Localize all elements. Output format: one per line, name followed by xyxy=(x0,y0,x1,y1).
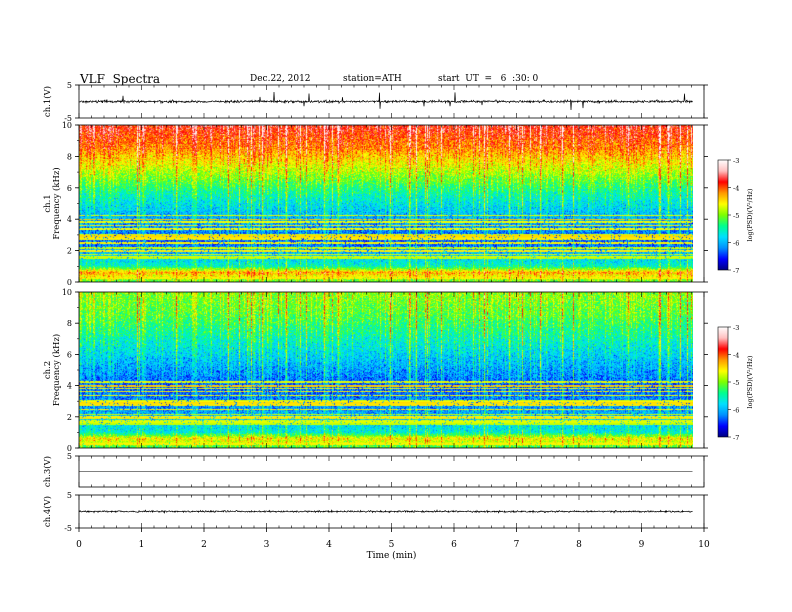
x-tick-label: 6 xyxy=(451,540,457,550)
x-tick-label: 0 xyxy=(76,540,82,550)
colorbar-tick-label: -7 xyxy=(733,434,739,442)
colorbar-tick-label: -6 xyxy=(733,240,739,248)
y-tick-label: 2 xyxy=(67,247,72,256)
y-tick-label: 10 xyxy=(62,288,72,297)
y-tick-label: 8 xyxy=(67,319,72,328)
x-tick-label: 7 xyxy=(514,540,520,550)
colorbar-ch2 xyxy=(718,327,728,437)
colorbar-tick-label: -7 xyxy=(733,267,739,275)
y-axis-channel-label: ch.2 xyxy=(43,361,53,379)
x-tick-label: 5 xyxy=(389,540,395,550)
y-tick-label: 0 xyxy=(67,278,72,287)
colorbar-tick-label: -4 xyxy=(733,185,739,193)
station-label: station=ATH xyxy=(343,74,402,84)
y-tick-label: 6 xyxy=(67,184,72,193)
y-axis-label: ch.1(V) xyxy=(42,86,53,117)
y-tick-label: 8 xyxy=(67,152,72,161)
y-axis-channel-label: ch.1 xyxy=(43,194,53,212)
x-tick-label: 9 xyxy=(639,540,645,550)
colorbar-label: log(PSD)(V²/Hz) xyxy=(746,188,754,241)
spectrogram-ch2 xyxy=(79,292,693,448)
waveform-ch1v xyxy=(78,92,693,110)
y-tick-label: 4 xyxy=(67,215,72,224)
x-tick-label: 1 xyxy=(139,540,145,550)
y-tick-label: 0 xyxy=(67,444,72,453)
x-tick-label: 4 xyxy=(326,540,332,550)
x-tick-label: 10 xyxy=(698,540,710,550)
y-axis-label: ch.3(V) xyxy=(42,456,53,487)
y-tick-label: 5 xyxy=(67,491,72,500)
y-axis-label: Frequency (kHz) xyxy=(51,334,62,406)
colorbar-ch1 xyxy=(718,160,728,270)
colorbar-tick-label: -3 xyxy=(733,324,739,332)
y-tick-label: 4 xyxy=(67,382,72,391)
colorbar-tick-label: -5 xyxy=(733,379,739,387)
y-tick-label: -5 xyxy=(64,524,72,533)
y-axis-label: ch.4(V) xyxy=(42,496,53,527)
y-tick-label: 10 xyxy=(62,121,72,130)
colorbar-tick-label: -4 xyxy=(733,352,739,360)
spectrogram-ch1 xyxy=(79,125,693,282)
y-tick-label: 5 xyxy=(67,81,72,90)
y-axis-label: Frequency (kHz) xyxy=(51,167,62,239)
y-tick-label: 6 xyxy=(67,350,72,359)
date-label: Dec.22, 2012 xyxy=(250,74,311,84)
colorbar-tick-label: -6 xyxy=(733,407,739,415)
colorbar-label: log(PSD)(V²/Hz) xyxy=(746,355,754,408)
waveform-ch4v xyxy=(78,509,693,514)
plot-title: VLF Spectra xyxy=(80,72,161,86)
y-tick-label: -5 xyxy=(64,114,72,123)
colorbar-tick-label: -5 xyxy=(733,212,739,220)
x-tick-label: 8 xyxy=(576,540,582,550)
start-time-label: start UT = 6 :30: 0 xyxy=(438,74,539,84)
x-tick-label: 3 xyxy=(264,540,270,550)
colorbar-tick-label: -3 xyxy=(733,157,739,165)
x-axis-label: Time (min) xyxy=(367,550,417,561)
y-tick-label: 5 xyxy=(67,452,72,461)
x-tick-label: 2 xyxy=(201,540,207,550)
y-tick-label: 2 xyxy=(67,413,72,422)
